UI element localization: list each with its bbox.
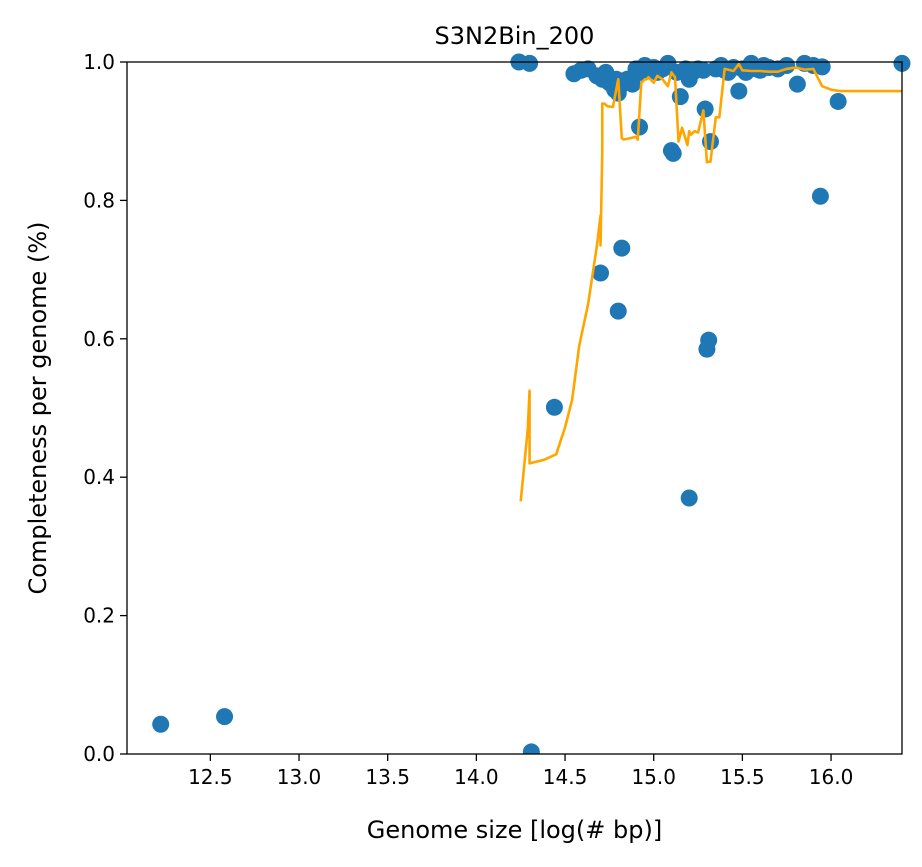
y-axis-ticks: 0.0 0.2 0.4 0.6 0.8 1.0 [83,50,127,766]
plot-area-background [127,62,902,754]
y-tick-label: 0.4 [83,465,115,489]
scatter-point [730,82,748,100]
x-tick-label: 15.0 [631,765,676,789]
scatter-point [592,264,610,282]
x-tick-label: 14.5 [543,765,588,789]
scatter-point [522,743,540,754]
y-tick-label: 1.0 [83,50,115,74]
scatter-point [696,100,714,118]
scatter-point [694,61,712,79]
scatter-point [609,302,627,320]
scatter-point [521,54,539,72]
y-axis-label: Completeness per genome (%) [24,222,52,595]
scatter-point [680,489,698,507]
x-axis-label: Genome size [log(# bp)] [367,816,662,844]
trend-line-layer [519,62,902,502]
scatter-point [829,92,847,110]
scatter-point [545,398,563,416]
scatter-point [664,144,682,162]
trend-line [519,62,902,502]
y-tick-label: 0.6 [83,327,115,351]
y-tick-label: 0.0 [83,742,115,766]
scatter-point [152,715,170,733]
y-tick-label: 0.8 [83,188,115,212]
scatter-point [811,187,829,205]
y-tick-label: 0.2 [83,604,115,628]
x-tick-label: 12.5 [188,765,233,789]
scatter-point [623,75,641,93]
x-tick-label: 13.5 [365,765,410,789]
x-tick-label: 14.0 [454,765,499,789]
x-tick-label: 15.5 [720,765,765,789]
x-tick-label: 13.0 [277,765,322,789]
scatter-point [613,239,631,257]
scatter-point [216,708,234,726]
plot-frame [126,61,903,755]
x-axis-ticks: 12.5 13.0 13.5 14.0 14.5 15.0 15.5 16.0 [188,754,853,789]
scatter-point [671,88,689,106]
x-tick-label: 16.0 [809,765,854,789]
scatter-point [788,75,806,93]
chart-title: S3N2Bin_200 [435,22,595,50]
scatter-point [700,331,718,349]
